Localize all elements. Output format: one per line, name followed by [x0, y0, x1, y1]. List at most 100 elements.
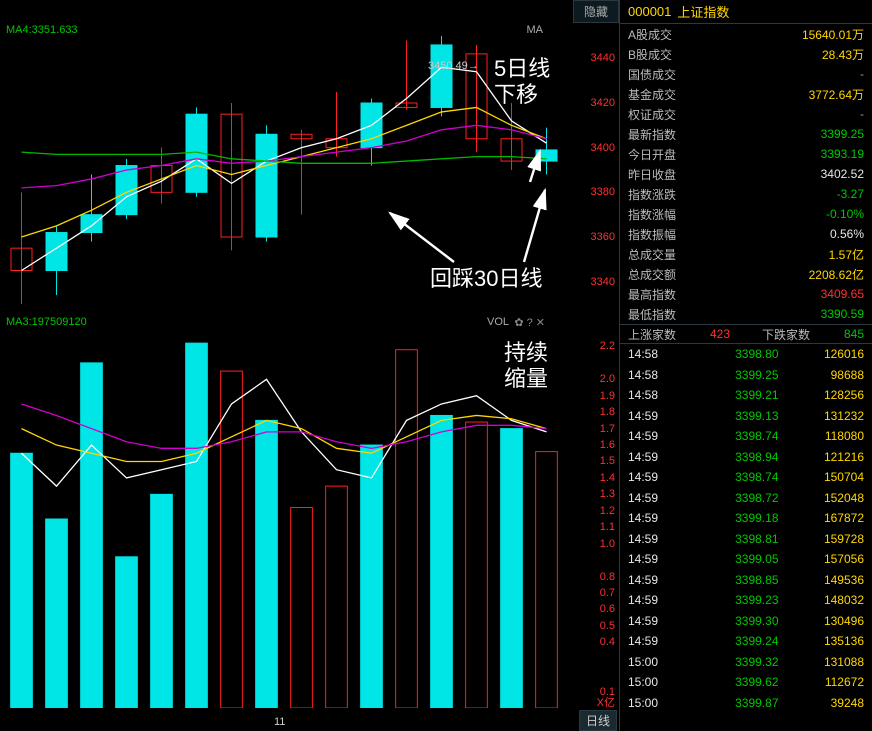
info-row: 最新指数 3399.25 [620, 124, 872, 144]
tick-time: 15:00 [628, 696, 678, 710]
tick-volume: 98688 [789, 368, 864, 382]
info-label: 指数涨跌 [628, 186, 676, 203]
chart-panel: 隐藏 MA4:3351.633 MA 334033603380340034203… [0, 0, 620, 731]
tick-row: 14:59 3399.30 130496 [620, 611, 872, 632]
volume-chart[interactable] [0, 330, 576, 708]
tick-row: 14:583399.2598688 [620, 365, 872, 386]
tick-row: 15:00 3399.87 39248 [620, 693, 872, 714]
info-value: 1.57亿 [829, 246, 864, 263]
tick-price: 3398.94 [689, 450, 779, 464]
candlestick-chart[interactable] [0, 36, 576, 304]
vol-ma-label: MA3:197509120 [6, 316, 87, 328]
tick-time: 14:59 [628, 532, 678, 546]
tick-time: 15:00 [628, 675, 678, 689]
tick-row: 14:593398.85149536 [620, 570, 872, 591]
tick-time: 15:00 [628, 655, 678, 669]
info-row: 基金成交 3772.64万 [620, 84, 872, 104]
down-count: 845 [814, 327, 864, 341]
info-row: 昨日收盘 3402.52 [620, 164, 872, 184]
tick-row: 14:58 3399.21 128256 [620, 385, 872, 406]
info-label: 指数涨幅 [628, 206, 676, 223]
stock-name: 上证指数 [677, 2, 729, 21]
down-label: 下跌家数 [762, 326, 810, 343]
tick-volume: 167872 [789, 511, 864, 525]
tick-volume: 128256 [789, 388, 864, 402]
tick-price: 3398.74 [689, 429, 779, 443]
tick-volume: 148032 [789, 593, 864, 607]
tick-price: 3399.24 [689, 634, 779, 648]
info-label: 基金成交 [628, 86, 676, 103]
x-axis-label: 11 [274, 716, 285, 728]
tick-volume: 152048 [789, 491, 864, 505]
info-row: 最高指数3409.65 [620, 284, 872, 304]
tick-volume: 130496 [789, 614, 864, 628]
tick-row: 14:583398.80126016 [620, 344, 872, 365]
stock-header: 000001 上证指数 [620, 0, 872, 24]
info-label: 总成交量 [628, 246, 676, 263]
info-value: 3409.65 [821, 287, 864, 301]
tick-price: 3399.30 [689, 614, 779, 628]
vol-toolbar-icons[interactable]: ✿ ? ✕ [514, 316, 545, 329]
tick-price: 3398.74 [689, 470, 779, 484]
info-value: -3.27 [837, 187, 864, 201]
tick-time: 14:59 [628, 573, 678, 587]
tick-price: 3398.72 [689, 491, 779, 505]
peak-label: 3450.49→ [428, 60, 479, 72]
price-ma-label: MA4:3351.633 [6, 24, 78, 36]
tick-row: 14:593398.74150704 [620, 467, 872, 488]
info-value: 3399.25 [821, 127, 864, 141]
tick-time: 14:59 [628, 429, 678, 443]
tick-price: 3398.81 [689, 532, 779, 546]
info-label: 今日开盘 [628, 146, 676, 163]
tick-row: 14:593398.72152048 [620, 488, 872, 509]
info-label: 最新指数 [628, 126, 676, 143]
tick-price: 3399.13 [689, 409, 779, 423]
tick-price: 3398.80 [689, 347, 779, 361]
info-label: 指数振幅 [628, 226, 676, 243]
tick-row: 14:593398.74118080 [620, 426, 872, 447]
tick-time: 14:59 [628, 450, 678, 464]
tick-price: 3399.21 [689, 388, 779, 402]
info-label: A股成交 [628, 26, 672, 43]
tick-time: 14:59 [628, 511, 678, 525]
tick-row: 15:00 3399.32 131088 [620, 652, 872, 673]
tick-price: 3398.85 [689, 573, 779, 587]
tick-volume: 157056 [789, 552, 864, 566]
info-label: 最低指数 [628, 306, 676, 323]
price-chart-title: MA [527, 24, 544, 36]
tick-price: 3399.87 [689, 696, 779, 710]
tick-volume: 150704 [789, 470, 864, 484]
tick-price: 3399.23 [689, 593, 779, 607]
info-value: 28.43万 [822, 46, 864, 63]
tick-time: 14:58 [628, 347, 678, 361]
tick-time: 14:59 [628, 614, 678, 628]
stock-code: 000001 [628, 4, 671, 19]
tick-price: 3399.32 [689, 655, 779, 669]
info-value: 3772.64万 [809, 86, 864, 103]
info-row: 国债成交- [620, 64, 872, 84]
info-value: 2208.62亿 [809, 266, 864, 283]
tick-volume: 135136 [789, 634, 864, 648]
info-row: B股成交 28.43万 [620, 44, 872, 64]
info-label: 昨日收盘 [628, 166, 676, 183]
tick-price: 3399.05 [689, 552, 779, 566]
info-panel: 000001 上证指数 A股成交 15640.01万 B股成交 28.43万国债成交-… [620, 0, 872, 731]
info-value: 3393.19 [821, 147, 864, 161]
period-button[interactable]: 日线 [579, 710, 617, 731]
tick-volume: 131088 [789, 655, 864, 669]
tick-row: 14:593399.05157056 [620, 549, 872, 570]
info-value: 15640.01万 [802, 26, 864, 43]
tick-time: 14:58 [628, 388, 678, 402]
vol-title: VOL [487, 316, 509, 328]
tick-row: 14:59 3398.94 121216 [620, 447, 872, 468]
info-value: 3402.52 [821, 167, 864, 181]
info-row: 指数振幅0.56% [620, 224, 872, 244]
up-count: 423 [680, 327, 730, 341]
tick-row: 15:003399.62112672 [620, 672, 872, 693]
hide-button[interactable]: 隐藏 [573, 0, 619, 23]
tick-volume: 39248 [789, 696, 864, 710]
tick-row: 14:593399.18167872 [620, 508, 872, 529]
info-label: B股成交 [628, 46, 672, 63]
tick-time: 14:59 [628, 409, 678, 423]
tick-volume: 121216 [789, 450, 864, 464]
